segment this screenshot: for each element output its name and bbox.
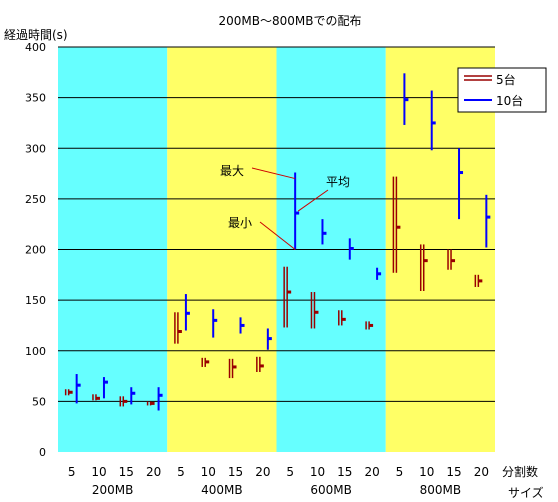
y-tick-label: 350 bbox=[25, 92, 46, 105]
y-axis-label: 経過時間(s) bbox=[4, 28, 68, 42]
x-axis-label: 分割数 bbox=[502, 464, 538, 479]
legend-label-5: 5台 bbox=[496, 72, 516, 87]
chart-title: 200MB〜800MBでの配布 bbox=[219, 14, 362, 28]
group-label: 200MB bbox=[92, 483, 134, 497]
y-axis-ticks: 0 50 100 150 200 250 300 350 400 bbox=[25, 41, 46, 459]
x-tick-label: 10 bbox=[91, 465, 106, 479]
annotation-max-line bbox=[251, 167, 296, 180]
x-tick-label: 5 bbox=[68, 465, 76, 479]
annotation-min: 最小 bbox=[228, 216, 252, 230]
group-label: 600MB bbox=[310, 483, 352, 497]
y-tick-label: 300 bbox=[25, 142, 46, 155]
y-tick-label: 400 bbox=[25, 41, 46, 54]
group-label: 800MB bbox=[420, 483, 462, 497]
group-label: 400MB bbox=[201, 483, 243, 497]
y-tick-label: 150 bbox=[25, 294, 46, 307]
annotation-max: 最大 bbox=[220, 164, 244, 178]
x-tick-label: 20 bbox=[474, 465, 489, 479]
data-marks bbox=[64, 73, 491, 411]
x-tick-label: 10 bbox=[419, 465, 434, 479]
x-tick-label: 15 bbox=[119, 465, 134, 479]
x-tick-label: 5 bbox=[177, 465, 185, 479]
x-tick-label: 10 bbox=[201, 465, 216, 479]
y-tick-label: 100 bbox=[25, 345, 46, 358]
annotation-min-line bbox=[259, 221, 296, 250]
annotation-avg: 平均 bbox=[326, 175, 350, 189]
y-tick-label: 250 bbox=[25, 193, 46, 206]
annotation-avg-line bbox=[297, 189, 329, 212]
y-tick-label: 0 bbox=[39, 446, 46, 459]
x-axis-label-size: サイズ bbox=[508, 485, 544, 500]
x-tick-label: 5 bbox=[396, 465, 404, 479]
x-tick-label: 5 bbox=[286, 465, 294, 479]
y-tick-label: 50 bbox=[32, 395, 46, 408]
x-tick-label: 15 bbox=[446, 465, 461, 479]
grid-lines bbox=[58, 46, 495, 402]
x-tick-label: 10 bbox=[310, 465, 325, 479]
legend-label-10: 10台 bbox=[496, 93, 523, 108]
x-tick-label: 15 bbox=[228, 465, 243, 479]
y-tick-label: 200 bbox=[25, 244, 46, 257]
x-axis-ticks: 5 10 15 20 200MB 5 10 15 20 400MB 5 10 15 20 600MB 5 10 1… bbox=[68, 465, 489, 497]
x-tick-label: 20 bbox=[364, 465, 379, 479]
x-tick-label: 20 bbox=[146, 465, 161, 479]
x-tick-label: 15 bbox=[337, 465, 352, 479]
x-tick-label: 20 bbox=[255, 465, 270, 479]
